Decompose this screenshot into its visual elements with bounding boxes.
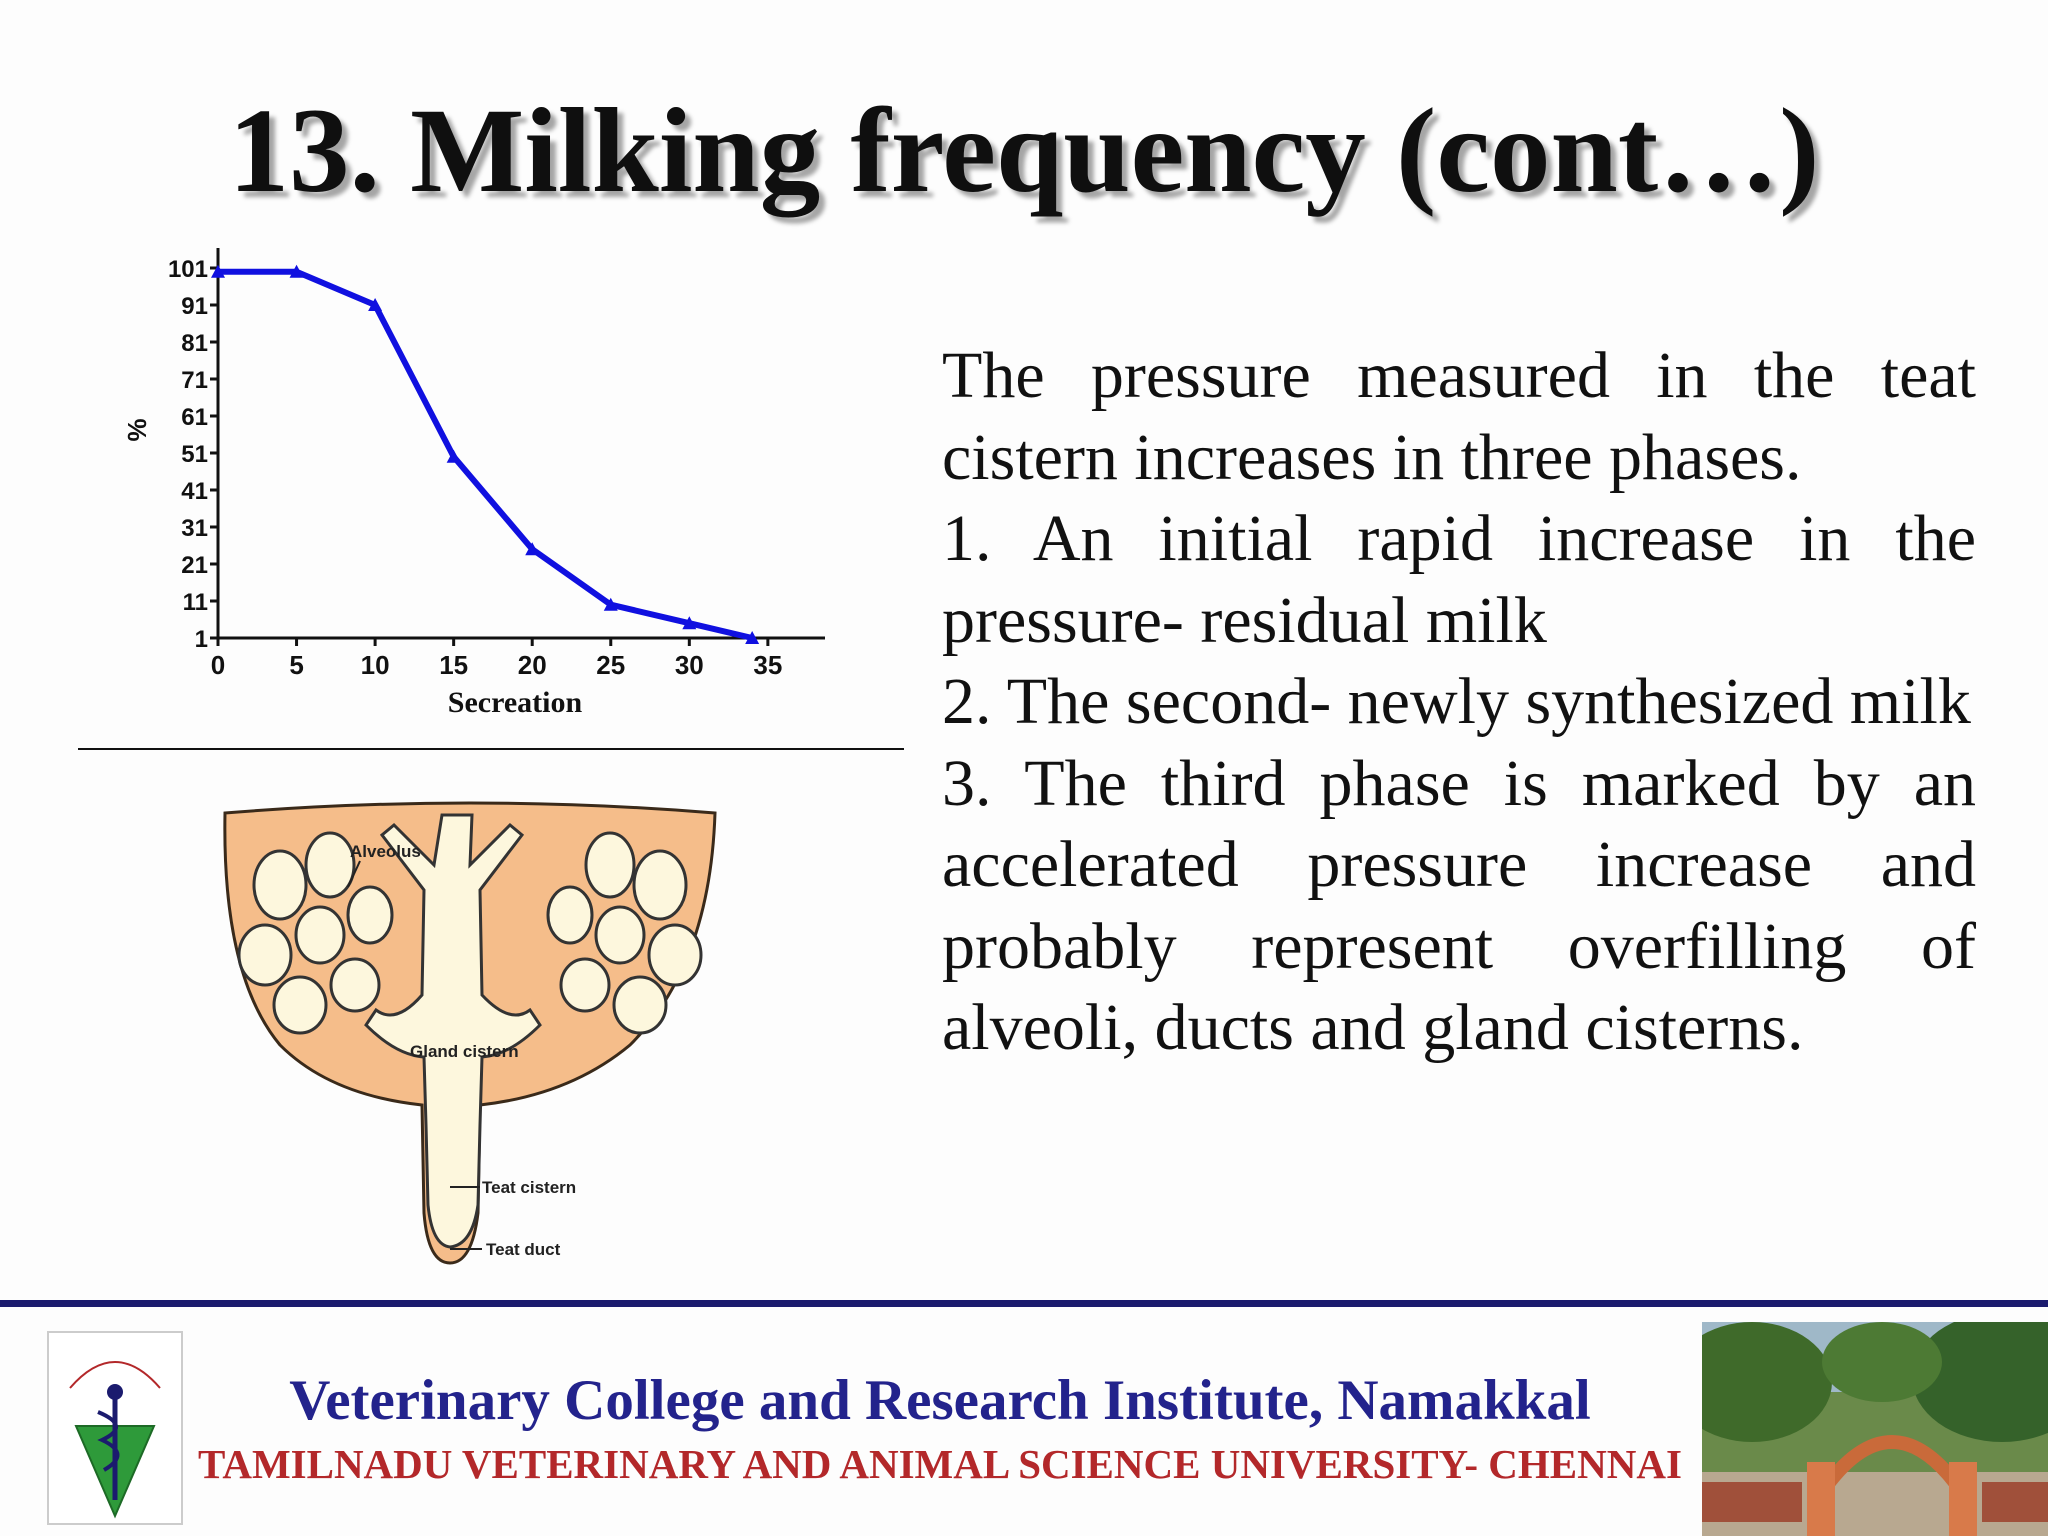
data-point-marker — [682, 616, 697, 630]
y-tick-label: 41 — [181, 478, 208, 505]
x-tick-label: 5 — [289, 650, 303, 680]
section-divider — [78, 748, 904, 750]
series-line — [218, 268, 753, 641]
data-point-marker — [368, 298, 383, 311]
teat-duct-label: Teat duct — [486, 1240, 561, 1259]
footer-university: TAMILNADU VETERINARY AND ANIMAL SCIENCE … — [198, 1441, 1682, 1487]
x-tick-label: 30 — [675, 650, 704, 680]
data-point-marker — [211, 264, 225, 278]
x-tick-label: 0 — [211, 650, 225, 680]
y-tick-label: 21 — [181, 552, 208, 579]
body-text: The pressure measured in the teat cister… — [942, 335, 1976, 1069]
y-tick-label: 71 — [181, 367, 208, 394]
data-point-marker — [525, 542, 540, 556]
udder-diagram: Alveolus Gland cistern Teat cistern Teat… — [210, 795, 730, 1265]
x-tick-label: 25 — [596, 650, 625, 680]
data-point-marker — [446, 449, 461, 463]
alveoli-left — [237, 831, 394, 1035]
x-axis-label: Secreation — [448, 686, 583, 719]
x-tick-label: 35 — [753, 650, 782, 680]
teat-cistern-label: Teat cistern — [482, 1178, 576, 1197]
paragraph-intro: The pressure measured in the teat cister… — [942, 339, 1976, 494]
alveoli-right — [546, 831, 703, 1035]
y-tick-label: 31 — [181, 515, 208, 542]
paragraph-phase-1: 1. An initial rapid increase in the pres… — [942, 502, 1976, 657]
y-axis-label: % — [122, 418, 152, 441]
gland-cistern — [364, 813, 542, 1249]
gland-cistern-label: Gland cistern — [410, 1042, 519, 1061]
footer-rule — [0, 1300, 2048, 1307]
y-tick-label: 11 — [183, 589, 208, 616]
series-group — [211, 264, 760, 644]
udder-svg: Alveolus Gland cistern Teat cistern Teat… — [223, 801, 717, 1265]
alveolus-pointer — [347, 860, 361, 888]
x-tick-label: 15 — [439, 650, 468, 680]
y-tick-label: 81 — [181, 330, 208, 357]
y-tick-label: 51 — [181, 441, 208, 468]
paragraph-phase-3: 3. The third phase is marked by an accel… — [942, 746, 1976, 1065]
data-point-marker — [745, 631, 760, 644]
university-logo — [46, 1330, 184, 1526]
x-axis-ticks: 0 5 10 15 20 25 30 35 — [211, 638, 782, 680]
y-tick-label: 91 — [181, 293, 208, 320]
y-tick-label: 101 — [168, 256, 208, 283]
y-tick-label: 61 — [181, 404, 208, 431]
data-point-marker — [289, 264, 304, 278]
x-tick-label: 20 — [518, 650, 547, 680]
paragraph-phase-2: 2. The second- newly synthesized milk — [942, 665, 1971, 738]
campus-gate-photo — [1702, 1322, 2048, 1536]
secretion-chart: 1 11 21 31 41 51 61 71 81 91 101 0 5 10 15 20 25 30 35 Se… — [70, 220, 870, 740]
footer-institute: Veterinary College and Research Institut… — [289, 1369, 1591, 1432]
slide-title: 13. Milking frequency (cont…) — [228, 84, 1820, 218]
alveolus-label: Alveolus — [350, 842, 421, 861]
data-point-marker — [603, 597, 618, 611]
y-tick-label: 1 — [195, 626, 208, 653]
x-tick-label: 10 — [361, 650, 390, 680]
